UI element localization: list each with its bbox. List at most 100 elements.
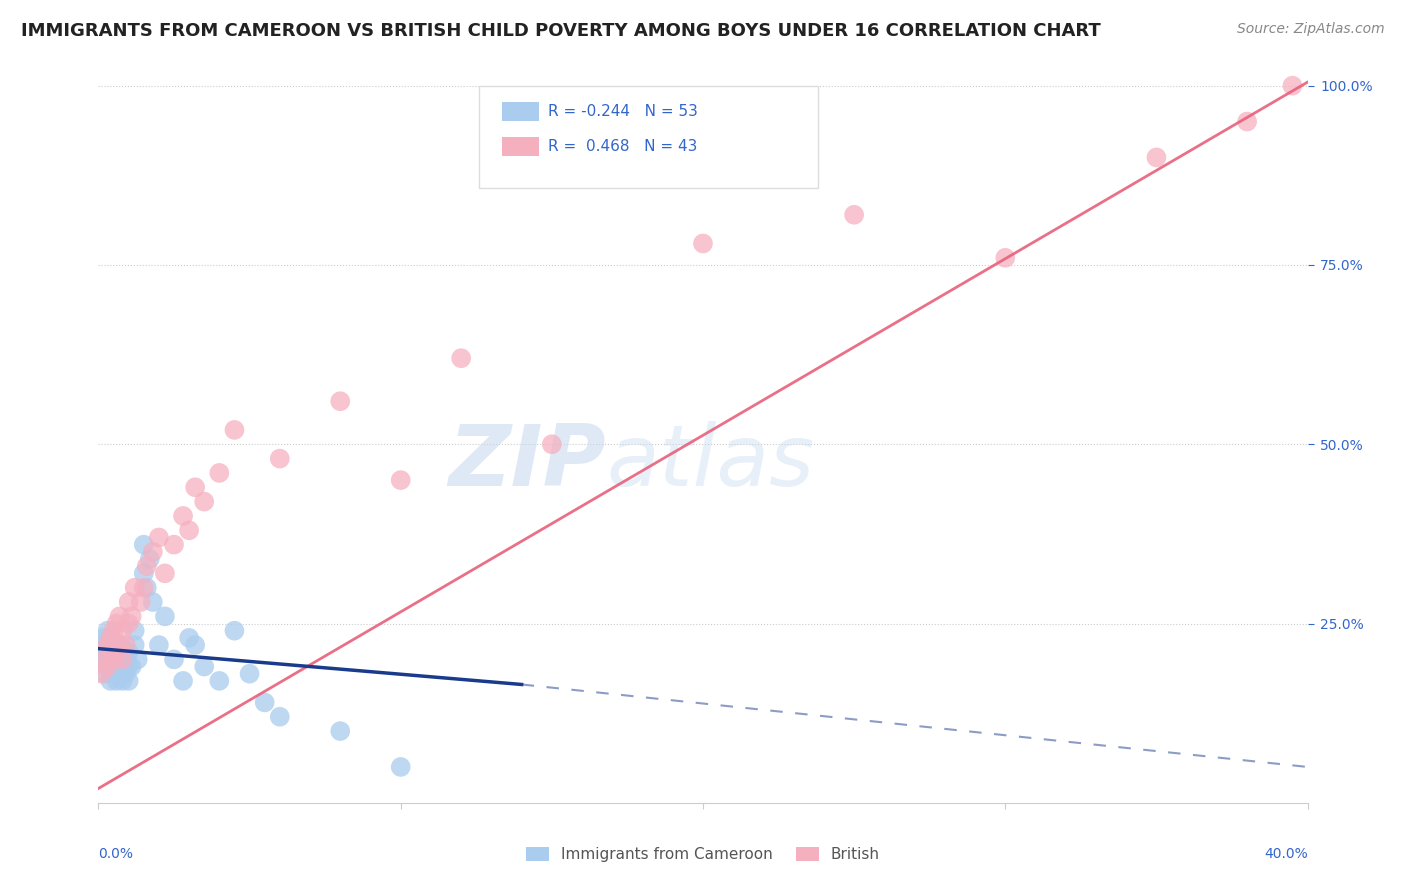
Point (103, 638, 125, 652)
Point (93, 666, 115, 681)
Point (105, 645, 128, 659)
Point (329, 394, 352, 409)
Point (111, 673, 134, 688)
Point (163, 538, 186, 552)
Point (132, 566, 155, 581)
Point (108, 666, 131, 681)
Point (179, 524, 201, 538)
Point (132, 538, 155, 552)
Point (90, 666, 112, 681)
Point (124, 638, 146, 652)
Point (135, 559, 157, 574)
Point (208, 466, 231, 480)
Point (108, 638, 131, 652)
Point (118, 673, 141, 688)
Point (96, 624, 118, 638)
Point (93, 645, 115, 659)
Point (108, 609, 131, 624)
Point (329, 724, 352, 739)
Point (105, 616, 128, 631)
Point (179, 631, 201, 645)
FancyBboxPatch shape (479, 86, 818, 188)
Point (193, 659, 215, 673)
Point (239, 666, 262, 681)
Text: atlas: atlas (606, 421, 814, 504)
Point (100, 645, 122, 659)
Legend: Immigrants from Cameroon, British: Immigrants from Cameroon, British (520, 841, 886, 868)
Point (193, 494, 215, 508)
Point (132, 581, 155, 595)
Point (269, 451, 291, 466)
Point (124, 581, 146, 595)
Point (692, 236, 714, 251)
Point (450, 351, 472, 366)
Point (111, 624, 134, 638)
Point (103, 624, 125, 638)
Point (103, 666, 125, 681)
Text: 0.0%: 0.0% (98, 847, 134, 861)
Point (1144, 150, 1167, 164)
Point (114, 666, 136, 681)
Point (129, 595, 152, 609)
Point (253, 695, 276, 709)
Point (118, 616, 141, 631)
Point (114, 638, 136, 652)
Point (111, 645, 134, 659)
Point (93, 652, 115, 666)
Point (153, 609, 176, 624)
Point (100, 673, 122, 688)
Point (224, 624, 246, 638)
Point (108, 638, 131, 652)
Point (103, 652, 125, 666)
Text: R =  0.468   N = 43: R = 0.468 N = 43 (548, 139, 697, 154)
Point (994, 251, 1017, 265)
Point (124, 624, 146, 638)
Point (269, 710, 291, 724)
Point (118, 595, 141, 609)
Point (93, 631, 115, 645)
Point (96, 638, 118, 652)
Point (105, 659, 128, 673)
Point (142, 595, 165, 609)
Point (844, 208, 866, 222)
Point (96, 652, 118, 666)
Point (139, 552, 162, 566)
Point (148, 531, 170, 545)
Point (540, 437, 562, 451)
FancyBboxPatch shape (502, 102, 538, 121)
Point (100, 631, 122, 645)
Text: 40.0%: 40.0% (1264, 847, 1308, 861)
Point (100, 645, 122, 659)
Point (118, 659, 141, 673)
Point (103, 652, 125, 666)
Point (184, 638, 207, 652)
Point (1236, 114, 1258, 128)
Point (121, 609, 143, 624)
Point (96, 659, 118, 673)
FancyBboxPatch shape (502, 137, 538, 156)
Point (142, 545, 165, 559)
Point (100, 659, 122, 673)
Point (111, 659, 134, 673)
Point (135, 581, 157, 595)
Point (100, 631, 122, 645)
Point (1281, 78, 1303, 93)
Text: IMMIGRANTS FROM CAMEROON VS BRITISH CHILD POVERTY AMONG BOYS UNDER 16 CORRELATIO: IMMIGRANTS FROM CAMEROON VS BRITISH CHIL… (21, 22, 1101, 40)
Text: Source: ZipAtlas.com: Source: ZipAtlas.com (1237, 22, 1385, 37)
Point (172, 508, 194, 523)
Point (90, 652, 112, 666)
Point (389, 473, 412, 487)
Point (121, 659, 143, 673)
Point (224, 423, 246, 437)
Point (108, 652, 131, 666)
Point (114, 652, 136, 666)
Text: ZIP: ZIP (449, 421, 606, 504)
Point (105, 673, 128, 688)
Point (111, 652, 134, 666)
Point (127, 652, 149, 666)
Point (148, 638, 170, 652)
Point (208, 673, 231, 688)
Text: R = -0.244   N = 53: R = -0.244 N = 53 (548, 104, 699, 120)
Point (118, 645, 141, 659)
Point (153, 566, 176, 581)
